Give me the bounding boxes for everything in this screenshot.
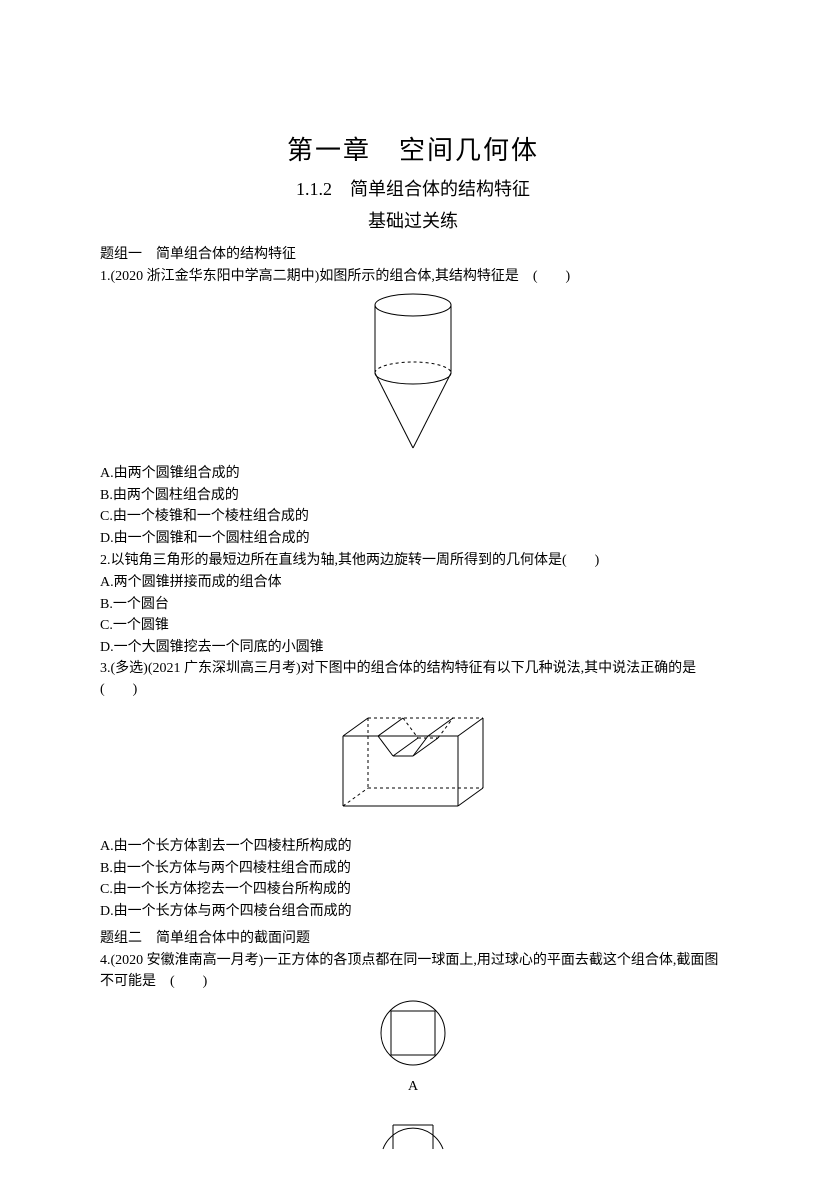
q2-option-a: A.两个圆锥拼接而成的组合体 [100, 573, 726, 593]
practice-header: 基础过关练 [100, 207, 726, 233]
q1-option-c: C.由一个棱锥和一个棱柱组合成的 [100, 507, 726, 527]
figure-q1 [100, 293, 726, 458]
question-4: 4.(2020 安徽淮南高一月考)一正方体的各顶点都在同一球面上,用过球心的平面… [100, 951, 726, 992]
chapter-title: 第一章 空间几何体 [100, 130, 726, 167]
q2-option-c: C.一个圆锥 [100, 616, 726, 636]
q3-option-b: B.由一个长方体与两个四棱柱组合而成的 [100, 859, 726, 879]
group1-header: 题组一 简单组合体的结构特征 [100, 243, 726, 263]
q3-option-c: C.由一个长方体挖去一个四棱台所构成的 [100, 880, 726, 900]
section-number-title: 1.1.2 简单组合体的结构特征 [100, 175, 726, 201]
q2-option-b: B.一个圆台 [100, 595, 726, 615]
q3-option-a: A.由一个长方体割去一个四棱柱所构成的 [100, 837, 726, 857]
q1-option-d: D.由一个圆锥和一个圆柱组合成的 [100, 529, 726, 549]
figure-q4-b [100, 1101, 726, 1156]
figure-q3 [100, 706, 726, 831]
question-3: 3.(多选)(2021 广东深圳高三月考)对下图中的组合体的结构特征有以下几种说… [100, 659, 726, 700]
figure-q4-a [100, 998, 726, 1073]
q2-option-d: D.一个大圆锥挖去一个同底的小圆锥 [100, 638, 726, 658]
q1-option-b: B.由两个圆柱组合成的 [100, 486, 726, 506]
figure-q4-a-label: A [100, 1079, 726, 1095]
group2-header: 题组二 简单组合体中的截面问题 [100, 927, 726, 947]
q1-option-a: A.由两个圆锥组合成的 [100, 464, 726, 484]
q3-option-d: D.由一个长方体与两个四棱台组合而成的 [100, 902, 726, 922]
question-2: 2.以钝角三角形的最短边所在直线为轴,其他两边旋转一周所得到的几何体是( ) [100, 551, 726, 571]
question-1: 1.(2020 浙江金华东阳中学高二期中)如图所示的组合体,其结构特征是 ( ) [100, 267, 726, 287]
